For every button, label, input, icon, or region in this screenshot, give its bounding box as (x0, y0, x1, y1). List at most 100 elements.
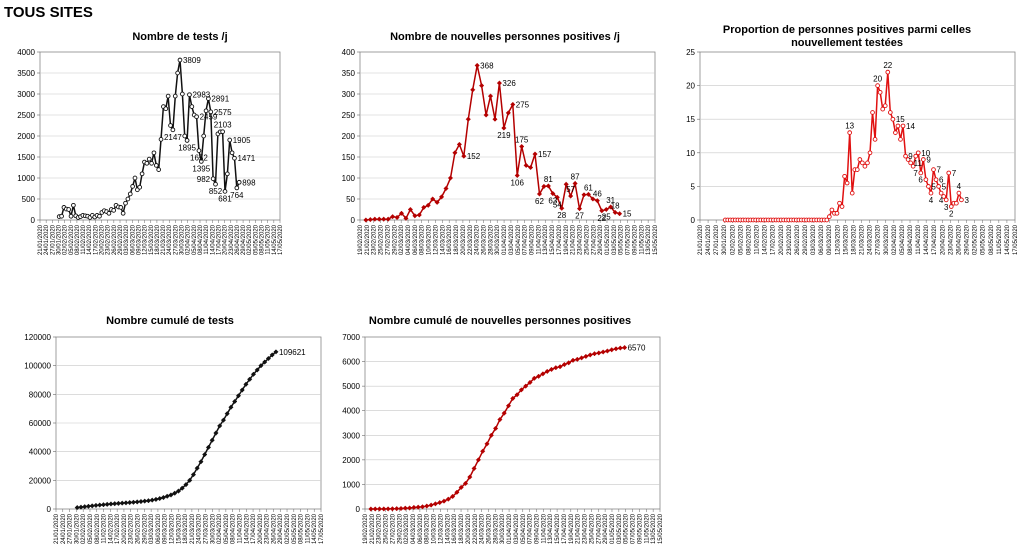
data-label: 175 (515, 136, 529, 145)
data-label: 22 (597, 214, 606, 223)
data-label: 13 (845, 122, 854, 131)
data-point (505, 110, 511, 116)
x-tick-label: 14/03/2020 (445, 513, 451, 544)
x-tick-label: 14/03/2020 (440, 224, 446, 255)
x-tick-label: 17/04/2020 (557, 224, 563, 255)
data-point (514, 172, 520, 179)
data-point (225, 171, 230, 177)
y-tick-label: 5 (691, 182, 696, 191)
data-point (222, 189, 228, 194)
data-point (948, 204, 954, 209)
data-point (385, 216, 391, 222)
data-point (151, 150, 157, 156)
data-point (488, 432, 494, 438)
y-tick-label: 0 (31, 216, 36, 225)
data-point (501, 410, 507, 416)
data-point (189, 104, 195, 109)
data-point (545, 183, 551, 189)
x-tick-label: 23/04/2020 (265, 513, 271, 544)
x-tick-label: 11/05/2020 (997, 224, 1003, 254)
y-tick-label: 7000 (342, 333, 360, 342)
data-label: 2103 (214, 121, 232, 130)
x-tick-label: 02/04/2020 (186, 224, 192, 255)
x-tick-label: 13/04/2020 (548, 513, 554, 544)
data-point (190, 472, 197, 478)
y-tick-label: 1500 (17, 153, 35, 162)
data-point (583, 353, 589, 359)
data-label: 681 (218, 194, 232, 203)
chart-title-cumulative-tests: Nombre cumulé de tests (106, 315, 234, 327)
data-point (612, 209, 618, 216)
data-label: 1652 (190, 154, 208, 163)
x-tick-label: 20/04/2020 (940, 224, 946, 255)
data-point (262, 359, 268, 365)
data-point (918, 170, 924, 176)
data-point (217, 423, 223, 429)
data-point (585, 191, 592, 197)
data-point (604, 348, 610, 354)
data-point (462, 480, 469, 487)
data-point (536, 191, 543, 197)
x-tick-label: 15/04/2020 (555, 513, 561, 544)
data-point (149, 497, 155, 503)
data-point (415, 504, 421, 510)
data-point (227, 137, 233, 143)
chart-title-tests-per-day: Nombre de tests /j (132, 31, 228, 43)
x-tick-label: 24/03/2020 (868, 224, 874, 255)
data-point (239, 387, 245, 393)
data-point (168, 123, 173, 128)
x-tick-label: 27/02/2020 (385, 224, 391, 255)
data-label: 1471 (237, 154, 255, 163)
x-tick-label: 17/02/2020 (115, 513, 121, 544)
x-tick-label: 03/03/2020 (149, 513, 155, 544)
data-point (115, 500, 122, 506)
data-point (205, 444, 212, 450)
x-tick-label: 29/04/2020 (965, 224, 971, 255)
data-point (594, 198, 600, 204)
series-line (365, 65, 620, 221)
data-point (170, 127, 176, 133)
data-point (514, 392, 520, 398)
x-tick-label: 19/02/2020 (363, 513, 369, 544)
data-point (367, 216, 373, 223)
x-tick-label: 17/05/2020 (278, 224, 284, 255)
data-point (563, 181, 569, 187)
data-label: 157 (538, 150, 552, 159)
data-point (132, 175, 138, 181)
data-point (905, 157, 911, 162)
data-label: 27 (575, 212, 584, 221)
data-point (182, 133, 188, 139)
x-tick-label: 15/03/2020 (843, 224, 849, 255)
x-tick-label: 02/05/2020 (973, 224, 979, 255)
x-tick-label: 03/03/2020 (124, 224, 130, 255)
data-point (574, 356, 580, 362)
x-tick-label: 30/03/2020 (210, 513, 216, 544)
y-tick-label: 50 (346, 195, 355, 204)
x-tick-label: 20/03/2020 (461, 224, 467, 255)
x-tick-label: 14/05/2020 (312, 513, 318, 544)
x-tick-label: 05/04/2020 (192, 224, 198, 255)
data-label: 18 (611, 201, 620, 210)
x-tick-label: 24/03/2020 (167, 224, 173, 255)
data-point (394, 506, 400, 512)
x-tick-label: 06/03/2020 (130, 224, 136, 255)
chart-title-cumulative-positives: Nombre cumulé de nouvelles personnes pos… (368, 315, 632, 327)
data-point (557, 364, 563, 370)
data-label: 109621 (279, 348, 306, 357)
x-tick-label: 12/03/2020 (835, 224, 841, 255)
data-point (938, 190, 944, 196)
x-tick-label: 01/05/2020 (605, 224, 611, 255)
x-tick-label: 30/01/2020 (56, 224, 62, 255)
x-tick-label: 19/04/2020 (569, 513, 575, 544)
x-tick-label: 26/03/2020 (486, 513, 492, 544)
data-point (184, 138, 190, 143)
data-point (158, 137, 164, 142)
x-tick-label: 09/03/2020 (827, 224, 833, 255)
data-label: 46 (593, 190, 602, 199)
data-point (946, 170, 952, 176)
data-point (454, 489, 460, 495)
data-point (160, 494, 167, 501)
data-point (187, 477, 193, 483)
data-label: 11 (914, 159, 923, 168)
data-label: 28 (557, 211, 566, 220)
